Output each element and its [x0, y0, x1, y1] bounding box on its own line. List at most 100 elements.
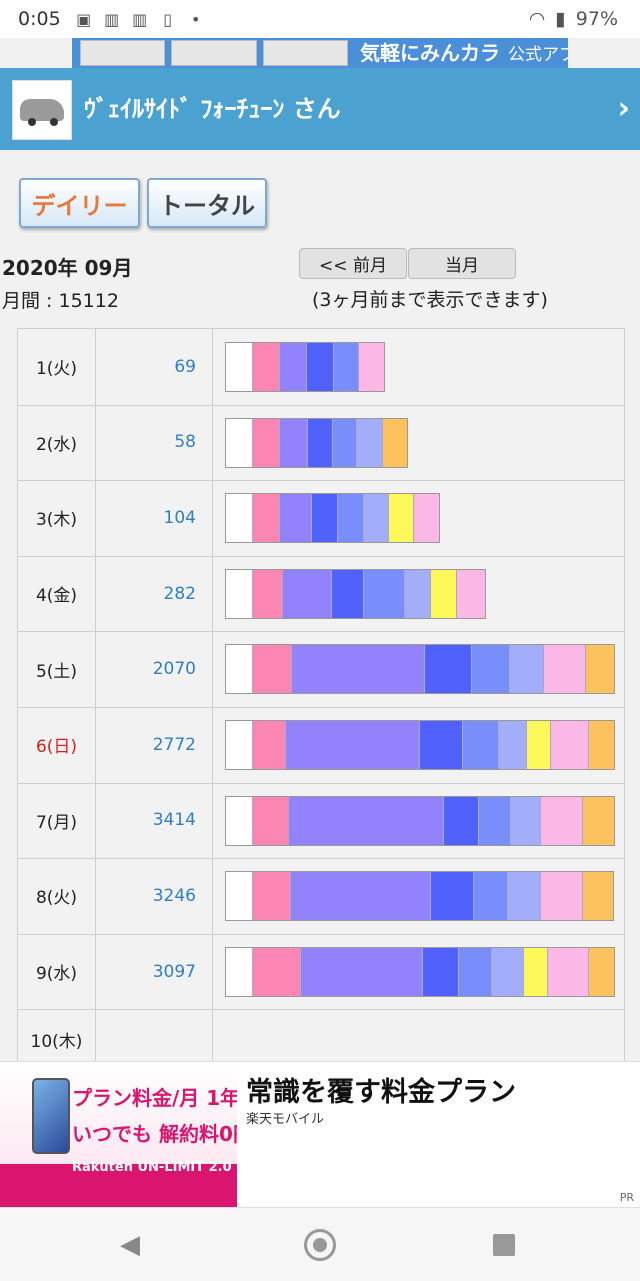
user-name: ｳﾞｪｲﾙｻｲﾄﾞ ﾌｫｰﾁｭｰﾝ さん — [84, 95, 341, 123]
bar-lead-segment — [226, 418, 253, 467]
battery-saver-icon: ▯ — [163, 9, 173, 29]
bar-segment-medblue — [474, 872, 508, 921]
row-count[interactable]: 3414 — [96, 782, 213, 859]
notification-icon-2: ▥ — [132, 9, 148, 29]
bar-segment-violet — [301, 947, 423, 996]
ad-title[interactable]: 常識を覆す料金プラン — [246, 1077, 516, 1108]
stacked-bar — [225, 342, 385, 392]
top-app-banner[interactable]: 気軽にみんカラ公式アプリ — [72, 38, 568, 68]
ad-line-2: いつでも 解約料0円! — [72, 1122, 237, 1146]
bar-segment-medblue — [472, 645, 510, 694]
bar-segment-lightblue — [357, 418, 383, 467]
row-bar-cell — [213, 783, 624, 859]
banner-sub: 公式アプリ — [508, 45, 568, 65]
bar-segment-violet — [280, 418, 308, 467]
bar-segment-pink — [253, 947, 301, 996]
bar-segment-pink — [253, 569, 283, 618]
bar-segment-lightpink — [548, 947, 589, 996]
avatar — [12, 80, 72, 140]
bar-segment-blue — [307, 343, 334, 391]
bar-segment-lightpink — [457, 569, 485, 618]
row-count[interactable]: 3097 — [96, 933, 213, 1010]
banner-text: 気軽にみんカラ — [360, 41, 500, 65]
bar-segment-medblue — [479, 796, 511, 845]
bar-segment-pink — [253, 418, 280, 467]
ad-banner[interactable]: プラン料金/月 1年0円で いつでも 解約料0円! Rakuten UN-LIM… — [0, 1061, 640, 1208]
home-icon[interactable] — [290, 1208, 350, 1281]
tab-total[interactable]: トータル — [147, 178, 267, 228]
bar-lead-segment — [226, 343, 253, 391]
bar-segment-medblue — [338, 494, 364, 543]
bar-segment-medblue — [334, 343, 359, 391]
row-count[interactable] — [96, 1009, 213, 1070]
ad-image[interactable]: プラン料金/月 1年0円で いつでも 解約料0円! Rakuten UN-LIM… — [0, 1062, 237, 1208]
table-row: 4(金) 282 — [18, 555, 624, 633]
row-day: 7(月) — [18, 782, 96, 859]
tab-daily[interactable]: デイリー — [19, 178, 140, 228]
monthly-total: 月間 : 15112 — [2, 290, 119, 312]
bar-segment-medblue — [459, 947, 492, 996]
row-day: 6(日) — [18, 707, 96, 783]
row-count[interactable]: 2070 — [96, 631, 213, 707]
bar-segment-orange — [583, 872, 613, 921]
bar-segment-orange — [586, 645, 614, 694]
row-bar-cell — [213, 707, 624, 783]
stacked-bar — [225, 417, 408, 468]
bar-segment-pink — [253, 796, 289, 845]
bar-segment-lightblue — [499, 721, 527, 769]
status-bar: 0:05 ▣ ▥ ▥ ▯ • ◠ ▮ 97% — [0, 0, 640, 38]
row-bar-cell — [213, 556, 624, 632]
row-count[interactable]: 282 — [96, 555, 213, 632]
battery-icon: ▮ — [555, 8, 566, 30]
stacked-bar — [225, 644, 615, 695]
bar-segment-blue — [312, 494, 338, 543]
notification-icon: ▥ — [104, 9, 120, 29]
bar-lead-segment — [226, 645, 253, 694]
bar-segment-blue — [425, 645, 472, 694]
row-day: 10(木) — [18, 1009, 96, 1070]
back-icon[interactable]: ◀ — [120, 1229, 140, 1260]
row-day: 4(金) — [18, 555, 96, 632]
bar-segment-pink — [253, 343, 280, 391]
row-count[interactable]: 3246 — [96, 858, 213, 934]
stacked-bar — [225, 568, 486, 619]
bar-segment-lightpink — [541, 872, 583, 921]
bar-lead-segment — [226, 947, 253, 996]
bar-segment-blue — [308, 418, 333, 467]
row-count[interactable]: 2772 — [96, 707, 213, 783]
recents-icon[interactable] — [474, 1208, 534, 1281]
bar-lead-segment — [226, 569, 253, 618]
chevron-right-icon: › — [617, 91, 630, 126]
bar-lead-segment — [226, 796, 253, 845]
table-row: 1(火) 69 — [18, 329, 624, 406]
bar-segment-blue — [444, 796, 479, 845]
row-count[interactable]: 104 — [96, 480, 213, 556]
table-row: 5(土) 2070 — [18, 631, 624, 708]
daily-access-table: 1(火) 69 2(水) 58 3(木) 104 4(金) 282 5(土) 2070 6(日) 27… — [17, 328, 625, 1071]
current-month-button[interactable]: 当月 — [408, 248, 516, 279]
bar-segment-orange — [383, 418, 407, 467]
table-row: 3(木) 104 — [18, 480, 624, 557]
bar-segment-orange — [583, 796, 614, 845]
bar-segment-lightblue — [492, 947, 524, 996]
table-row: 9(水) 3097 — [18, 933, 624, 1011]
row-bar-cell — [213, 329, 624, 405]
stacked-bar — [225, 946, 615, 997]
stacked-bar — [225, 871, 614, 922]
bar-segment-yellow — [389, 494, 414, 543]
dot-icon: • — [190, 9, 201, 29]
prev-month-button[interactable]: << 前月 — [299, 248, 407, 279]
row-count[interactable]: 58 — [96, 404, 213, 481]
row-day: 8(火) — [18, 858, 96, 934]
bar-segment-pink — [253, 494, 280, 543]
bar-segment-violet — [283, 569, 332, 618]
period-label: 2020年 09月 — [2, 256, 133, 280]
user-header[interactable]: ｳﾞｪｲﾙｻｲﾄﾞ ﾌｫｰﾁｭｰﾝ さん › — [0, 68, 640, 150]
bar-segment-medblue — [333, 418, 357, 467]
row-count[interactable]: 69 — [96, 329, 213, 405]
row-bar-cell — [213, 480, 624, 556]
table-row: 2(水) 58 — [18, 404, 624, 482]
row-bar-cell — [213, 405, 624, 481]
bar-lead-segment — [226, 872, 253, 921]
bar-segment-lightpink — [414, 494, 439, 543]
